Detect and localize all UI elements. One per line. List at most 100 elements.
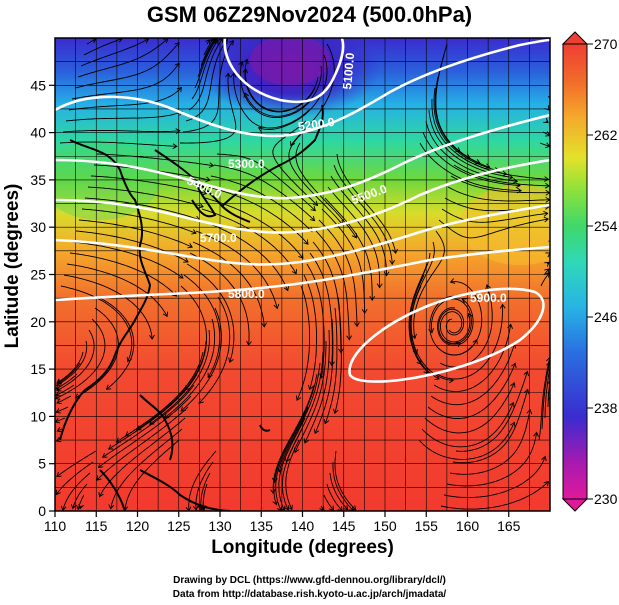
streamline-arrow xyxy=(512,178,519,184)
streamline xyxy=(188,38,224,111)
streamline xyxy=(96,406,189,481)
streamline xyxy=(456,153,549,180)
streamline-arrow xyxy=(174,42,180,48)
streamline xyxy=(195,461,214,510)
streamline xyxy=(324,307,338,424)
streamline-arrow xyxy=(332,408,339,415)
streamline-arrow xyxy=(544,261,550,267)
streamline xyxy=(258,54,328,130)
streamline xyxy=(278,362,321,472)
streamline-arrow xyxy=(96,475,102,481)
x-axis-label: Longitude (degrees) xyxy=(211,537,394,558)
streamline xyxy=(56,362,81,385)
y-tick-label: 40 xyxy=(30,125,46,141)
streamline xyxy=(198,219,289,291)
streamline-arrow xyxy=(149,334,155,340)
x-tick-label: 130 xyxy=(208,518,232,534)
streamline xyxy=(438,308,465,345)
colorbar-tick-label: 254 xyxy=(594,218,618,234)
streamline xyxy=(72,241,184,279)
streamline xyxy=(74,42,180,89)
y-tick-label: 45 xyxy=(30,77,46,93)
streamline xyxy=(275,406,309,511)
streamline-arrow xyxy=(541,455,547,462)
streamline xyxy=(334,296,342,414)
streamline xyxy=(418,422,515,460)
streamline-arrow xyxy=(544,268,550,274)
contour-label-5200: 5200.0 xyxy=(297,115,336,134)
streamline xyxy=(273,395,312,505)
streamline-arrow xyxy=(178,273,184,279)
streamline xyxy=(332,461,354,511)
streamline xyxy=(428,109,513,179)
streamline xyxy=(55,318,106,400)
colorbar-bar xyxy=(562,43,588,500)
y-tick-label: 15 xyxy=(30,361,46,377)
streamline-arrow xyxy=(313,428,320,435)
streamline-arrow xyxy=(383,271,390,277)
streamline xyxy=(245,68,319,112)
streamline xyxy=(288,131,344,225)
streamline xyxy=(63,274,153,340)
streamline xyxy=(108,373,198,450)
streamline xyxy=(285,439,300,510)
streamline xyxy=(87,186,204,208)
streamline xyxy=(202,494,205,511)
streamline-arrow xyxy=(238,60,244,67)
y-tick-label: 5 xyxy=(38,456,46,472)
streamline xyxy=(56,450,97,477)
streamline xyxy=(207,186,309,245)
streamline xyxy=(443,456,546,498)
streamline-arrow xyxy=(511,362,517,369)
streamline-arrow xyxy=(246,340,252,346)
streamline-arrow xyxy=(56,426,62,433)
streamline-arrow xyxy=(276,506,283,511)
streamline-arrow xyxy=(423,368,429,374)
streamline xyxy=(102,384,195,458)
streamline-arrow xyxy=(369,295,376,302)
colorbar-tick-label: 262 xyxy=(594,127,618,143)
streamline xyxy=(55,461,94,495)
streamline-arrow xyxy=(523,370,530,377)
streamline xyxy=(68,87,182,111)
streamline xyxy=(294,341,327,453)
streamline xyxy=(327,186,381,288)
streamline-arrow xyxy=(191,229,197,235)
streamline xyxy=(97,296,135,390)
streamline xyxy=(56,351,84,384)
x-tick-label: 150 xyxy=(373,518,397,534)
map-title: GSM 06Z29Nov2024 (500.0hPa) xyxy=(146,2,473,27)
x-tick-label: 120 xyxy=(126,518,150,534)
streamline xyxy=(72,483,88,509)
streamline xyxy=(539,142,550,147)
streamline-arrow xyxy=(55,391,61,397)
streamline-arrow xyxy=(107,444,114,450)
streamline xyxy=(98,395,192,468)
streamline-arrow xyxy=(55,408,61,414)
streamline-arrow xyxy=(543,210,549,217)
streamline-arrow xyxy=(543,480,549,487)
streamline-arrow xyxy=(56,471,62,478)
streamline-arrow xyxy=(544,105,550,111)
streamline xyxy=(272,120,318,206)
streamline-arrow xyxy=(60,505,67,511)
streamline xyxy=(71,62,180,100)
streamline xyxy=(56,340,88,386)
streamline-arrow xyxy=(228,40,234,46)
streamline-arrow xyxy=(176,86,182,93)
streamline xyxy=(59,141,177,147)
streamline xyxy=(296,285,311,401)
streamline xyxy=(436,304,504,380)
streamline-arrow xyxy=(272,499,278,506)
streamline-arrow xyxy=(187,242,193,249)
streamline xyxy=(333,164,393,265)
streamline-arrow xyxy=(523,388,530,395)
streamline xyxy=(425,120,518,182)
streamline-arrow xyxy=(545,252,550,258)
streamline xyxy=(433,324,512,392)
streamline xyxy=(55,417,66,423)
geopotential-contours xyxy=(55,38,550,383)
streamline-arrow xyxy=(551,385,556,389)
streamline-arrow xyxy=(55,436,62,443)
x-tick-label: 140 xyxy=(291,518,315,534)
